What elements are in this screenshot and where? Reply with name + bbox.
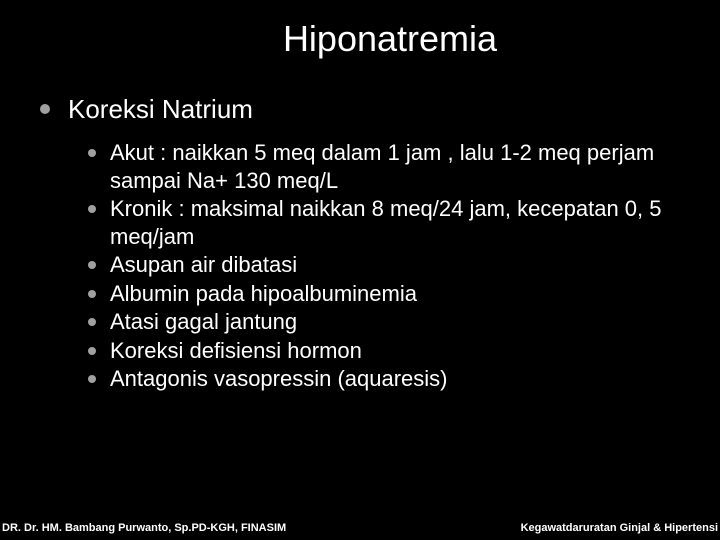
bullet-icon (88, 290, 96, 298)
list-item-text: Albumin pada hipoalbuminemia (110, 280, 417, 308)
bullet-icon (88, 261, 96, 269)
list-item: Antagonis vasopressin (aquaresis) (88, 365, 680, 393)
footer-right: Kegawatdaruratan Ginjal & Hipertensi (521, 522, 718, 534)
footer-left: DR. Dr. HM. Bambang Purwanto, Sp.PD-KGH,… (2, 522, 286, 534)
bullet-icon (88, 149, 96, 157)
list-item-text: Atasi gagal jantung (110, 308, 297, 336)
list-item: Albumin pada hipoalbuminemia (88, 280, 680, 308)
list-item-text: Koreksi defisiensi hormon (110, 337, 362, 365)
sublist-container: Akut : naikkan 5 meq dalam 1 jam , lalu … (88, 139, 680, 393)
list-item: Asupan air dibatasi (88, 251, 680, 279)
list-item: Kronik : maksimal naikkan 8 meq/24 jam, … (88, 195, 680, 250)
list-item-text: Asupan air dibatasi (110, 251, 297, 279)
bullet-icon (88, 318, 96, 326)
slide-container: Hiponatremia Koreksi Natrium Akut : naik… (0, 0, 720, 540)
slide-title: Hiponatremia (100, 18, 680, 60)
list-item: Koreksi defisiensi hormon (88, 337, 680, 365)
bullet-icon (88, 375, 96, 383)
list-item-text: Antagonis vasopressin (aquaresis) (110, 365, 448, 393)
list-item-text: Akut : naikkan 5 meq dalam 1 jam , lalu … (110, 139, 680, 194)
list-item: Akut : naikkan 5 meq dalam 1 jam , lalu … (88, 139, 680, 194)
slide-footer: DR. Dr. HM. Bambang Purwanto, Sp.PD-KGH,… (0, 522, 720, 534)
bullet-icon (88, 347, 96, 355)
bullet-icon (88, 205, 96, 213)
bullet-level1: Koreksi Natrium (40, 94, 680, 125)
bullet-icon (40, 104, 50, 114)
list-item-text: Kronik : maksimal naikkan 8 meq/24 jam, … (110, 195, 680, 250)
heading-text: Koreksi Natrium (68, 94, 253, 125)
list-item: Atasi gagal jantung (88, 308, 680, 336)
